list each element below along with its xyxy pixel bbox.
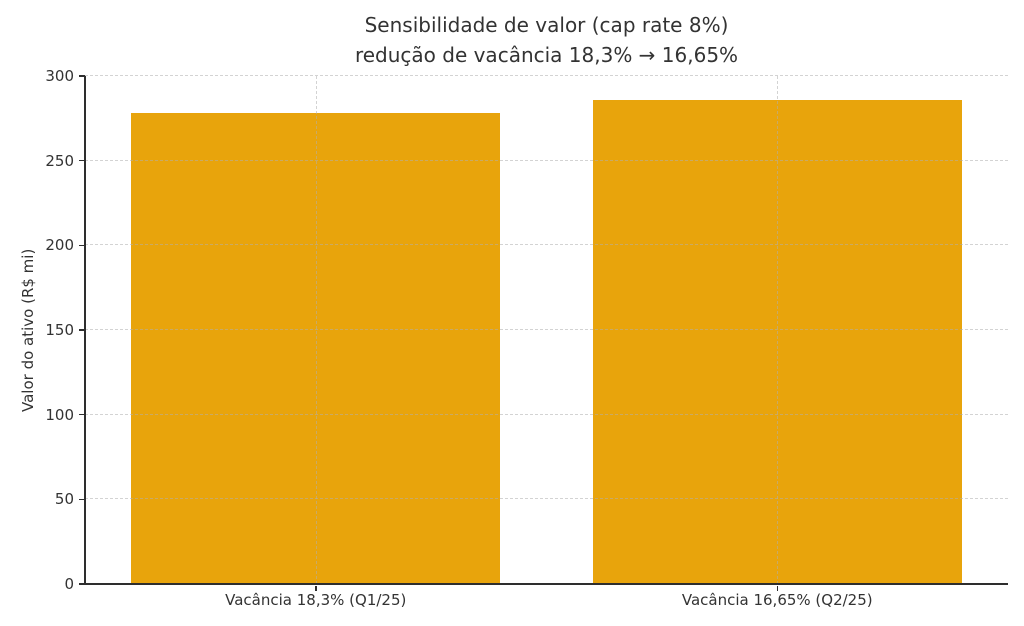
gridline-y-250 xyxy=(85,159,1008,161)
bar-2 xyxy=(592,99,962,584)
y-tick-mark-150 xyxy=(79,329,85,331)
gridline-x-1 xyxy=(315,76,317,584)
x-tick-mark-1 xyxy=(315,585,317,591)
x-axis-tick-labels: Vacância 18,3% (Q1/25) Vacância 16,65% (Q… xyxy=(85,590,1008,614)
gridline-y-300 xyxy=(85,75,1008,76)
y-tick-mark-100 xyxy=(79,413,85,416)
y-tick-mark-300 xyxy=(79,75,85,77)
gridline-y-100 xyxy=(85,413,1008,415)
gridline-x-2 xyxy=(777,76,779,584)
x-tick-mark-2 xyxy=(776,585,778,591)
gridline-y-50 xyxy=(85,498,1008,500)
y-tick-mark-250 xyxy=(79,159,85,162)
y-tick-label-50: 50 xyxy=(54,490,74,509)
y-tick-label-0: 0 xyxy=(64,575,74,593)
chart-title-line2: redução de vacância 18,3% → 16,65% xyxy=(354,43,739,67)
x-tick-label-2: Vacância 16,65% (Q2/25) xyxy=(681,591,873,609)
x-axis-line xyxy=(84,583,1008,585)
y-tick-mark-0 xyxy=(79,583,85,585)
y-tick-mark-200 xyxy=(79,244,85,247)
chart-title: Sensibilidade de valor (cap rate 8%) red… xyxy=(85,10,1008,70)
gridline-y-200 xyxy=(85,244,1008,246)
chart-title-line1: Sensibilidade de valor (cap rate 8%) xyxy=(364,13,729,37)
x-tick-label-1: Vacância 18,3% (Q1/25) xyxy=(225,591,407,609)
y-tick-label-100: 100 xyxy=(45,405,74,424)
plot-area xyxy=(79,75,1008,591)
y-tick-mark-50 xyxy=(79,498,85,501)
y-tick-label-250: 250 xyxy=(45,151,74,170)
y-tick-label-200: 200 xyxy=(45,236,74,255)
y-tick-label-300: 300 xyxy=(45,67,74,85)
y-tick-label-150: 150 xyxy=(45,321,74,339)
gridline-y-150 xyxy=(85,329,1008,330)
y-axis-tick-labels: 0 50 100 150 200 250 300 xyxy=(0,67,74,593)
bar-1 xyxy=(131,113,501,584)
